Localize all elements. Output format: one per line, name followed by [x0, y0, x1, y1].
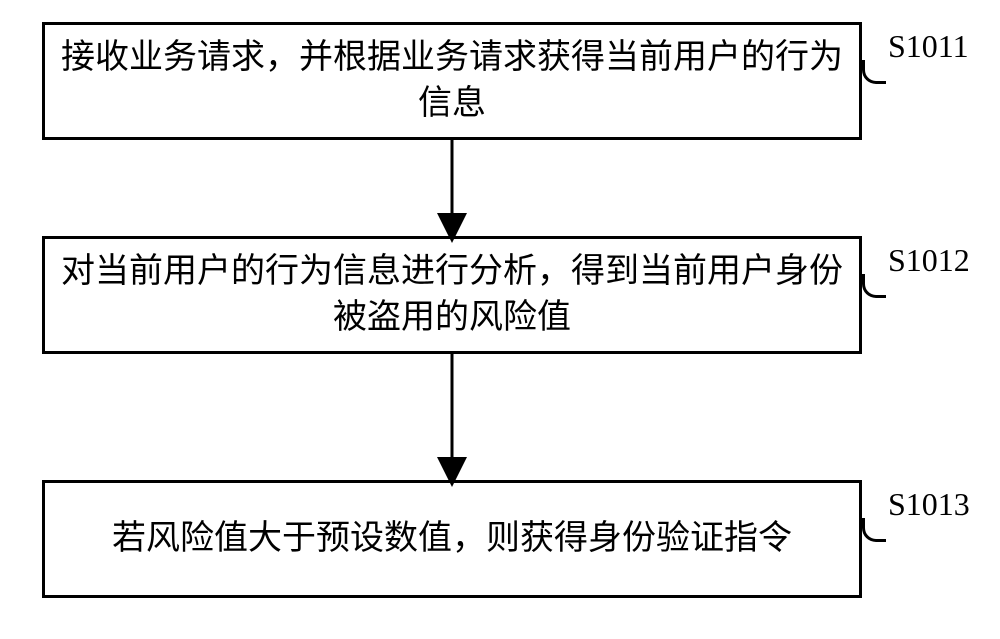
step-label-s1012: S1012: [862, 240, 992, 310]
label-connector-icon: [862, 274, 886, 298]
flow-node-s1012: 对当前用户的行为信息进行分析，得到当前用户身份被盗用的风险值: [42, 236, 862, 354]
step-label-text: S1011: [888, 28, 969, 65]
flow-node-s1011: 接收业务请求，并根据业务请求获得当前用户的行为信息: [42, 22, 862, 140]
label-connector-icon: [862, 60, 886, 84]
step-label-text: S1013: [888, 486, 970, 523]
flow-node-text: 接收业务请求，并根据业务请求获得当前用户的行为信息: [45, 35, 859, 127]
step-label-s1013: S1013: [862, 484, 992, 554]
flow-node-s1013: 若风险值大于预设数值，则获得身份验证指令: [42, 480, 862, 598]
flow-node-text: 对当前用户的行为信息进行分析，得到当前用户身份被盗用的风险值: [45, 249, 859, 341]
flow-node-text: 若风险值大于预设数值，则获得身份验证指令: [112, 516, 792, 562]
step-label-text: S1012: [888, 242, 970, 279]
step-label-s1011: S1011: [862, 26, 992, 96]
label-connector-icon: [862, 518, 886, 542]
flowchart-canvas: 接收业务请求，并根据业务请求获得当前用户的行为信息 S1011 对当前用户的行为…: [0, 0, 1000, 639]
